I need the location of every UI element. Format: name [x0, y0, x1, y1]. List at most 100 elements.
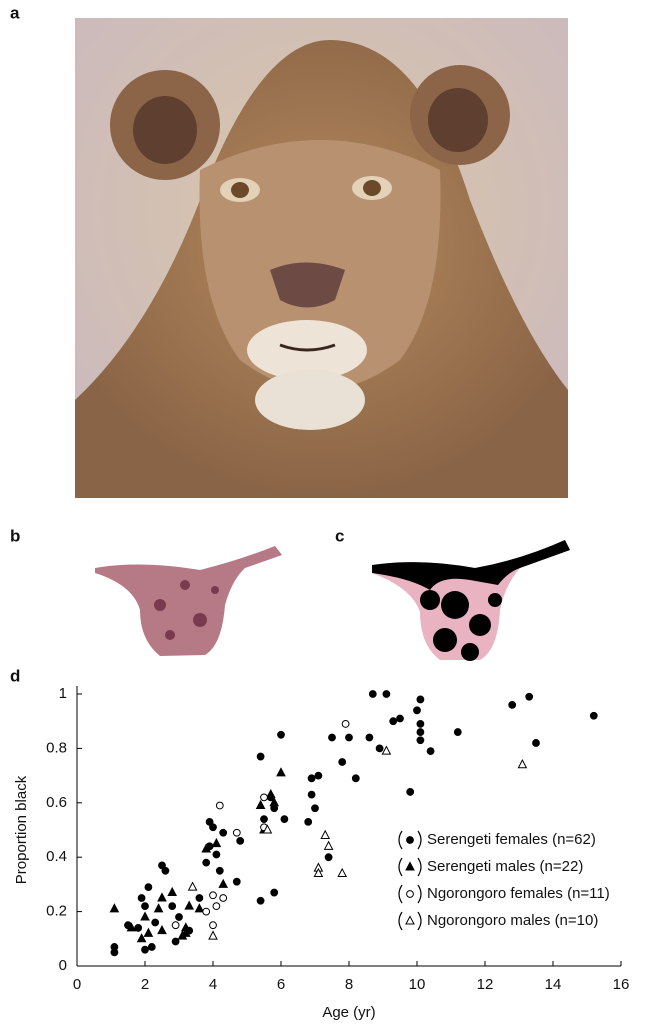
data-point — [517, 759, 528, 769]
data-point — [175, 913, 183, 921]
x-tick-label: 0 — [73, 976, 81, 993]
x-tick-label: 16 — [613, 976, 630, 993]
legend-label: Ngorongoro males (n=10) — [427, 912, 598, 929]
legend-marker — [405, 861, 415, 871]
data-point — [126, 922, 137, 932]
data-point — [187, 881, 198, 891]
data-point — [338, 758, 347, 766]
data-point — [157, 892, 167, 902]
panel-label: a — [10, 3, 20, 22]
legend-paren — [398, 830, 403, 850]
data-point — [589, 711, 598, 720]
lion-photo — [75, 18, 568, 498]
data-point — [202, 907, 211, 916]
data-point — [137, 894, 146, 902]
data-point — [276, 767, 286, 777]
data-point — [208, 930, 218, 940]
data-point — [416, 720, 425, 728]
legend-label: Serengeti males (n=22) — [427, 858, 583, 875]
nose-photo — [95, 546, 282, 656]
data-point — [215, 866, 224, 875]
x-tick-label: 4 — [209, 976, 217, 993]
legend-paren — [417, 830, 422, 850]
data-point — [341, 720, 350, 728]
data-point — [260, 793, 268, 802]
panel-label: d — [10, 666, 20, 685]
data-point — [171, 921, 180, 930]
data-point — [232, 828, 241, 837]
y-tick-label: 0.8 — [46, 739, 67, 756]
data-point — [389, 717, 398, 726]
legend-paren — [398, 857, 403, 877]
x-tick-label: 2 — [141, 976, 149, 993]
data-point — [211, 837, 222, 848]
data-point — [307, 790, 316, 799]
data-point — [345, 733, 353, 742]
data-point — [396, 714, 404, 723]
x-tick-label: 14 — [545, 976, 562, 993]
data-point — [416, 736, 425, 745]
data-point — [151, 918, 160, 927]
data-point — [313, 867, 324, 878]
x-tick-label: 6 — [277, 976, 285, 993]
data-point — [167, 886, 178, 897]
data-point — [158, 861, 166, 870]
data-point — [180, 927, 191, 937]
data-point — [140, 911, 150, 921]
legend-paren — [417, 857, 422, 877]
y-axis-label: Proportion black — [13, 775, 30, 884]
data-point — [426, 747, 435, 756]
y-tick-label: 1 — [59, 685, 67, 702]
y-tick-label: 0.4 — [46, 848, 67, 865]
data-point — [265, 788, 276, 799]
x-tick-label: 8 — [345, 976, 353, 993]
data-point — [153, 903, 164, 913]
data-point — [532, 739, 540, 747]
legend-marker — [406, 890, 414, 898]
data-point — [209, 823, 217, 832]
data-point — [136, 933, 147, 943]
data-point — [320, 829, 331, 839]
legend-marker — [405, 915, 415, 925]
data-point — [141, 902, 149, 911]
x-axis-label: Age (yr) — [322, 1004, 375, 1021]
data-point — [413, 706, 421, 715]
legend-marker — [406, 836, 414, 844]
data-point — [277, 730, 285, 739]
data-point — [337, 867, 348, 878]
data-point — [406, 788, 415, 796]
data-point — [304, 817, 313, 826]
data-point — [209, 921, 217, 930]
legend-paren — [398, 884, 403, 904]
data-point — [260, 815, 268, 824]
data-point — [215, 801, 224, 810]
data-point — [236, 836, 245, 845]
data-point — [157, 924, 167, 935]
legend-label: Ngorongoro females (n=11) — [427, 885, 610, 902]
data-point — [382, 690, 391, 698]
y-tick-label: 0.6 — [46, 794, 67, 811]
data-point — [256, 752, 265, 761]
legend-paren — [417, 884, 422, 904]
data-point — [202, 858, 211, 867]
data-point — [201, 843, 212, 853]
panel-label: c — [335, 526, 344, 545]
data-point — [218, 878, 229, 888]
data-point — [147, 943, 156, 951]
data-point — [314, 771, 323, 780]
data-point — [328, 733, 336, 742]
legend-paren — [398, 911, 403, 931]
data-point — [416, 695, 425, 704]
data-point — [109, 903, 120, 913]
data-point — [351, 774, 360, 783]
nose-map-black — [372, 540, 570, 661]
data-point — [381, 745, 392, 755]
data-point — [232, 877, 241, 886]
data-point — [184, 900, 195, 910]
data-point — [269, 797, 280, 807]
data-point — [110, 943, 119, 951]
data-point — [194, 903, 205, 913]
data-point — [256, 896, 265, 905]
y-tick-label: 0 — [59, 957, 67, 974]
